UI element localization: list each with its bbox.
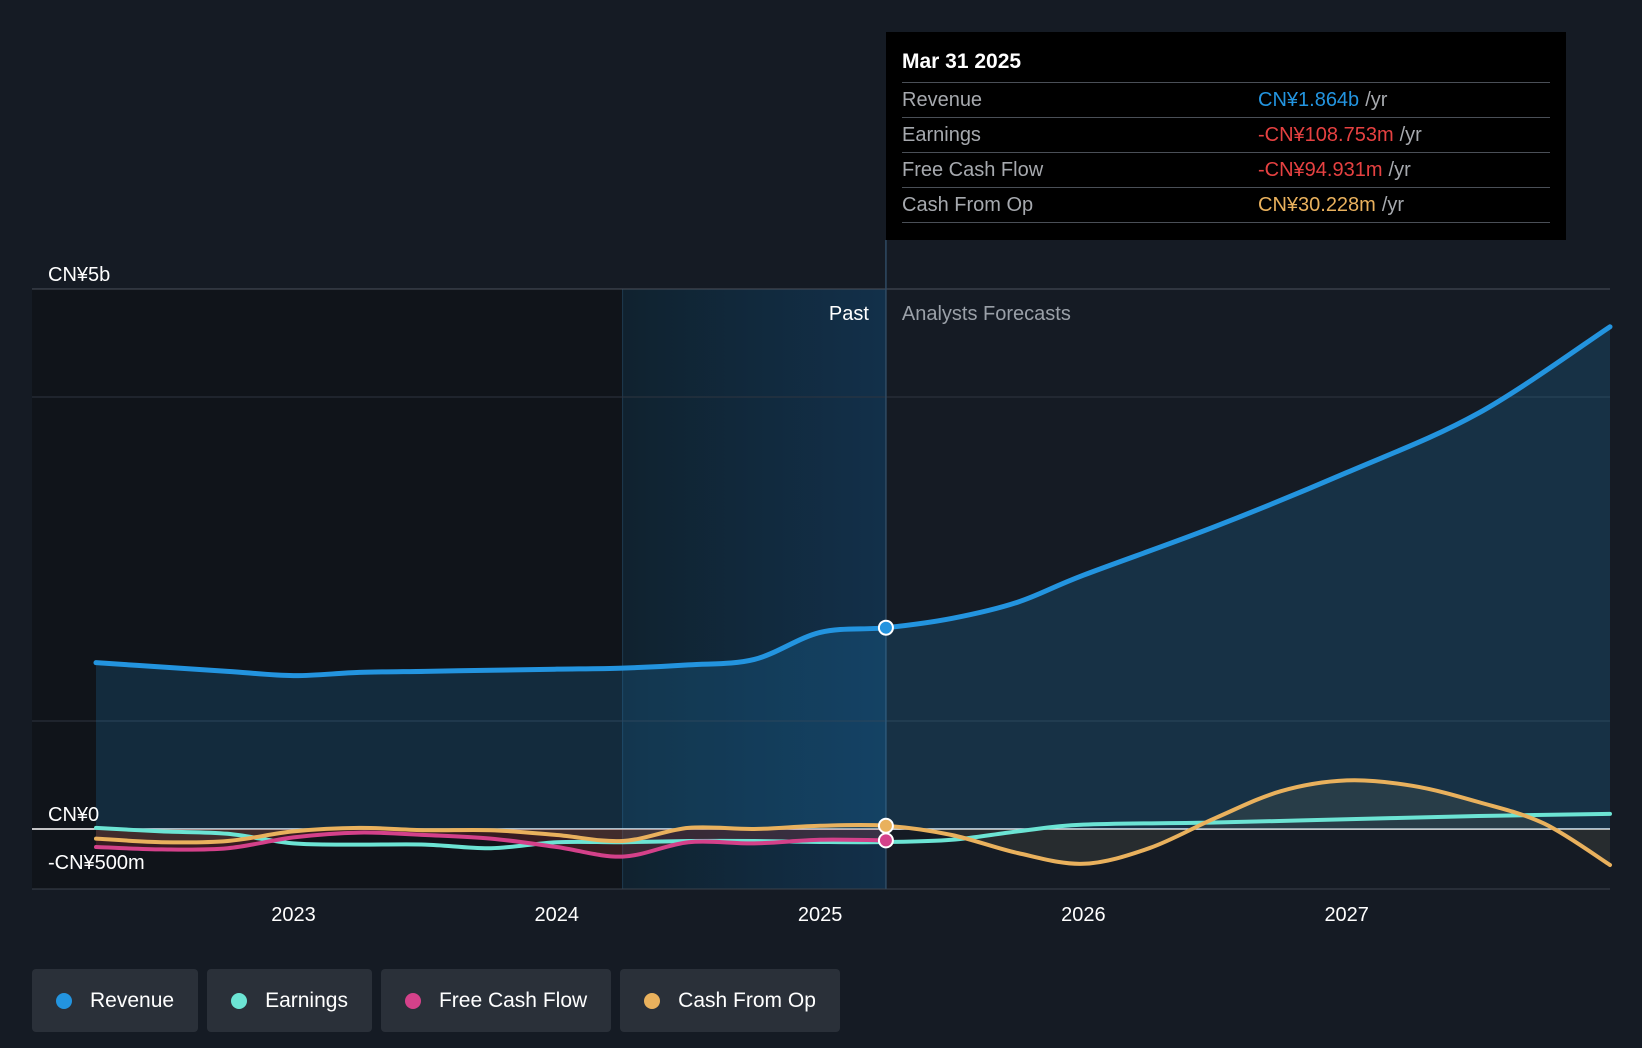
tooltip-unit: /yr — [1399, 124, 1422, 146]
tooltip: Mar 31 2025 Revenue CN¥1.864b /yr Earnin… — [886, 32, 1566, 240]
tooltip-row-free-cash-flow: Free Cash Flow -CN¥94.931m /yr — [902, 153, 1550, 188]
x-tick-label: 2027 — [1324, 904, 1369, 926]
y-tick-label: -CN¥500m — [48, 852, 145, 874]
tooltip-unit: /yr — [1381, 194, 1405, 216]
tooltip-date: Mar 31 2025 — [902, 46, 1550, 83]
tooltip-value: -CN¥94.931m — [1258, 159, 1383, 181]
tooltip-label: Free Cash Flow — [902, 159, 1044, 181]
cash-from-op-area — [96, 780, 1610, 865]
forecast-label: Analysts Forecasts — [902, 303, 1071, 325]
x-tick-label: 2025 — [798, 904, 843, 926]
tooltip-unit: /yr — [1365, 89, 1388, 111]
y-tick-label: CN¥0 — [48, 804, 99, 826]
tooltip-unit: /yr — [1388, 159, 1411, 181]
highlight-point — [877, 817, 894, 834]
tooltip-value: -CN¥108.753m — [1258, 124, 1394, 146]
legend-item-free-cash-flow[interactable]: Free Cash Flow — [380, 969, 612, 1032]
legend-label: Cash From Op — [678, 988, 816, 1012]
revenue-line — [93, 324, 1613, 679]
tooltip-row-cash-from-op: Cash From Op CN¥30.228m /yr — [902, 188, 1550, 223]
tooltip-value: CN¥30.228m — [1258, 194, 1376, 216]
cash-from-op-line — [94, 778, 1612, 867]
earnings-dot-icon — [231, 992, 248, 1009]
tooltip-value: CN¥1.864b — [1258, 89, 1360, 111]
x-tick-label: 2026 — [1061, 904, 1106, 926]
legend-label: Earnings — [265, 988, 348, 1012]
y-tick-label: CN¥5b — [48, 264, 110, 286]
legend-item-cash-from-op[interactable]: Cash From Op — [620, 969, 840, 1032]
highlight-point — [877, 832, 894, 849]
tooltip-row-revenue: Revenue CN¥1.864b /yr — [902, 83, 1550, 118]
legend-item-revenue[interactable]: Revenue — [32, 969, 199, 1032]
legend-label: Revenue — [90, 988, 175, 1012]
highlight-point — [877, 619, 894, 636]
tooltip-row-earnings: Earnings -CN¥108.753m /yr — [902, 118, 1550, 153]
past-background — [32, 289, 623, 889]
tooltip-label: Cash From Op — [902, 194, 1034, 216]
tooltip-label: Earnings — [902, 124, 981, 146]
free-cash-flow-dot-icon — [404, 992, 421, 1009]
highlight-background — [622, 289, 886, 889]
chart-canvas: CN¥5b CN¥0 -CN¥500m 2023 2024 2025 2026 2027 Pas… — [32, 240, 1613, 926]
cash-from-op-dot-icon — [644, 992, 661, 1009]
legend: Revenue Earnings Free Cash Flow Cash Fro… — [32, 969, 840, 1032]
legend-label: Free Cash Flow — [438, 988, 588, 1012]
revenue-area — [96, 326, 1610, 829]
revenue-dot-icon — [56, 992, 72, 1009]
legend-item-earnings[interactable]: Earnings — [207, 969, 372, 1032]
tooltip-label: Revenue — [902, 89, 983, 111]
x-tick-label: 2023 — [271, 904, 316, 926]
past-label: Past — [829, 303, 869, 325]
x-tick-label: 2024 — [535, 904, 580, 926]
earnings-line — [94, 811, 1612, 851]
free-cash-flow-line — [94, 830, 888, 859]
